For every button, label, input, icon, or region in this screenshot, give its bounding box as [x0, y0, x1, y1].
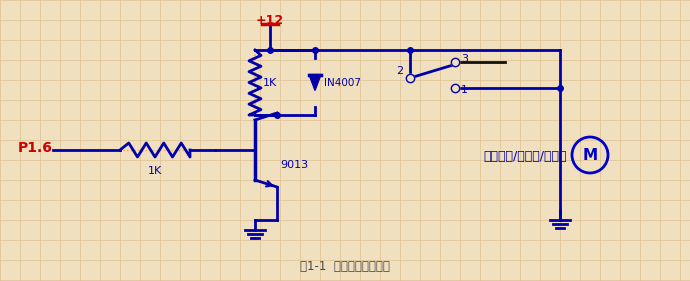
Text: 3: 3	[461, 54, 468, 64]
Text: M: M	[582, 148, 598, 164]
Text: 1K: 1K	[148, 166, 162, 176]
Text: 9013: 9013	[280, 160, 308, 170]
Text: 1K: 1K	[263, 78, 277, 87]
Text: IN4007: IN4007	[324, 78, 361, 87]
Polygon shape	[309, 74, 321, 90]
Text: 轴流风机/电磁阀/热水器: 轴流风机/电磁阀/热水器	[484, 151, 567, 164]
Text: 图1-1  继电器控制电路图: 图1-1 继电器控制电路图	[300, 260, 390, 273]
Text: +12: +12	[256, 15, 284, 28]
Text: 1: 1	[461, 85, 468, 95]
Text: 2: 2	[396, 66, 403, 76]
Text: P1.6: P1.6	[18, 141, 53, 155]
